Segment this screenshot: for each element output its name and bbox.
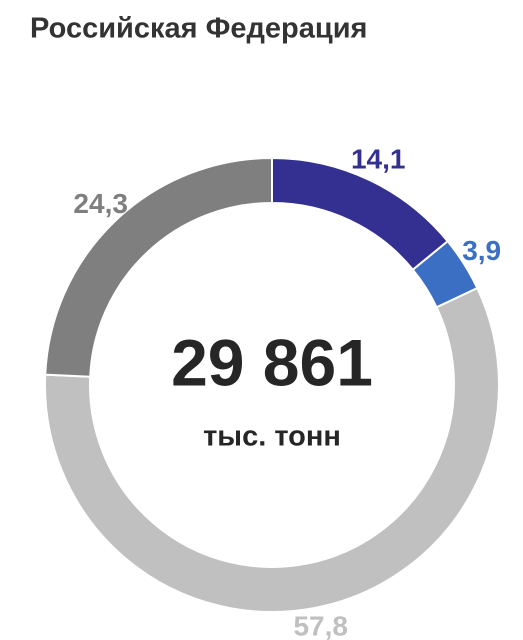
donut-segment (271, 156, 450, 272)
center-unit: тыс. тонн (203, 421, 341, 453)
center-value: 29 861 (171, 325, 373, 399)
data-label: 14,1 (351, 143, 406, 174)
donut-segment (44, 286, 500, 613)
data-label: 57,8 (293, 611, 348, 640)
data-label: 24,3 (73, 188, 128, 219)
donut-segment (44, 156, 273, 378)
chart-title: Российская Федерация (30, 13, 367, 45)
data-label: 3,9 (462, 235, 501, 266)
